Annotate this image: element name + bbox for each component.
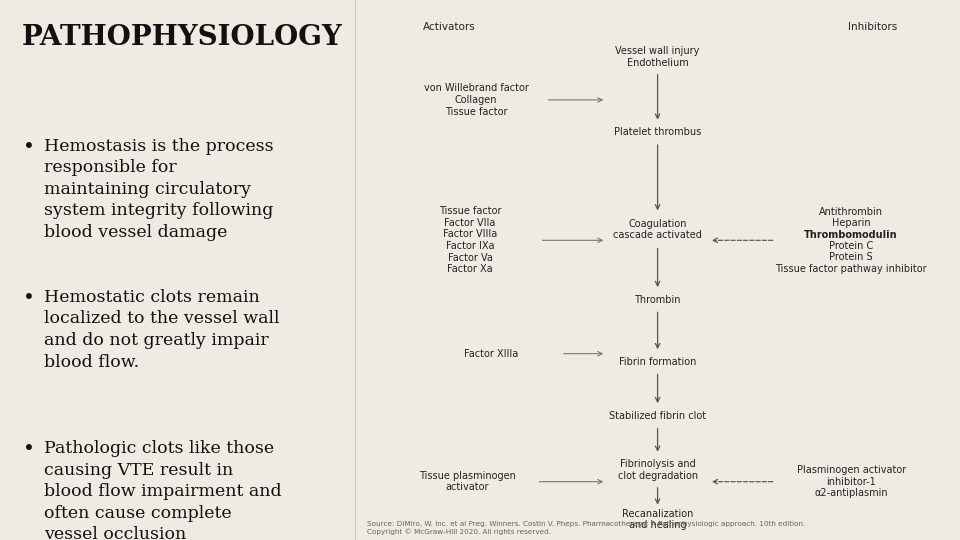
Text: Fibrinolysis and
clot degradation: Fibrinolysis and clot degradation bbox=[617, 459, 698, 481]
Text: Thrombomodulin: Thrombomodulin bbox=[804, 230, 898, 240]
Text: Antithrombin: Antithrombin bbox=[819, 207, 883, 217]
Text: Plasminogen activator: Plasminogen activator bbox=[797, 465, 906, 475]
Text: Coagulation
cascade activated: Coagulation cascade activated bbox=[613, 219, 702, 240]
Text: •: • bbox=[23, 289, 35, 308]
Text: inhibitor-1: inhibitor-1 bbox=[827, 477, 876, 487]
Text: Hemostatic clots remain
localized to the vessel wall
and do not greatly impair
b: Hemostatic clots remain localized to the… bbox=[44, 289, 280, 370]
Text: Tissue factor pathway inhibitor: Tissue factor pathway inhibitor bbox=[776, 264, 927, 274]
Text: Pathologic clots like those
causing VTE result in
blood flow impairment and
ofte: Pathologic clots like those causing VTE … bbox=[44, 440, 282, 540]
Text: Activators: Activators bbox=[422, 22, 475, 32]
Text: •: • bbox=[23, 440, 35, 459]
Text: Tissue plasminogen
activator: Tissue plasminogen activator bbox=[419, 471, 516, 492]
Text: von Willebrand factor
Collagen
Tissue factor: von Willebrand factor Collagen Tissue fa… bbox=[423, 83, 529, 117]
Text: Hemostasis is the process
responsible for
maintaining circulatory
system integri: Hemostasis is the process responsible fo… bbox=[44, 138, 274, 241]
Text: Protein C: Protein C bbox=[829, 241, 874, 251]
Text: Source: DiMiro, W. Inc. et al Preg. Winners. Costin V. Pheps. Pharmacotherapy: A: Source: DiMiro, W. Inc. et al Preg. Winn… bbox=[368, 521, 805, 535]
Text: Protein S: Protein S bbox=[829, 252, 873, 262]
Text: Fibrin formation: Fibrin formation bbox=[619, 357, 696, 367]
Text: Factor XIIIa: Factor XIIIa bbox=[464, 349, 518, 359]
Text: Heparin: Heparin bbox=[831, 218, 871, 228]
Text: Stabilized fibrin clot: Stabilized fibrin clot bbox=[609, 411, 707, 421]
Text: Platelet thrombus: Platelet thrombus bbox=[614, 127, 701, 137]
Text: Inhibitors: Inhibitors bbox=[848, 22, 897, 32]
Text: •: • bbox=[23, 138, 35, 157]
Text: PATHOPHYSIOLOGY: PATHOPHYSIOLOGY bbox=[21, 24, 342, 51]
Text: Vessel wall injury
Endothelium: Vessel wall injury Endothelium bbox=[615, 46, 700, 68]
Text: Tissue factor
Factor VIIa
Factor VIIIa
Factor IXa
Factor Va
Factor Xa: Tissue factor Factor VIIa Factor VIIIa F… bbox=[439, 206, 501, 274]
Text: Recanalization
and healing: Recanalization and healing bbox=[622, 509, 693, 530]
Text: α2-antiplasmin: α2-antiplasmin bbox=[814, 488, 888, 498]
Text: Thrombin: Thrombin bbox=[635, 295, 681, 305]
